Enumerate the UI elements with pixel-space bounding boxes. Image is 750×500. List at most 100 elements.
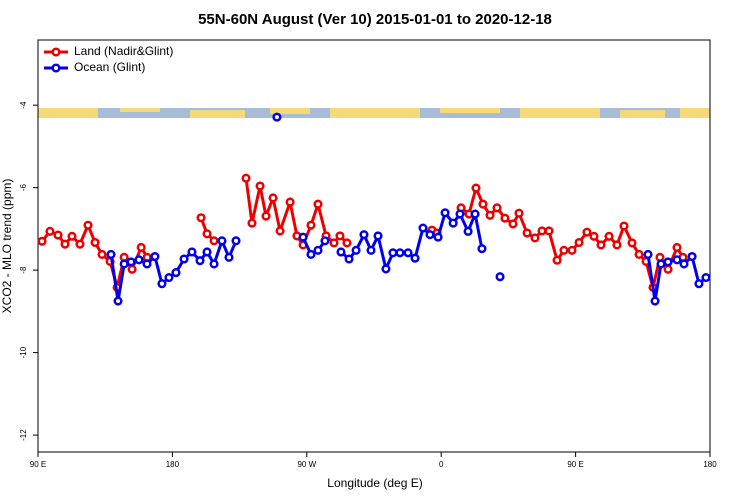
point <box>478 199 488 209</box>
point <box>298 232 308 242</box>
point <box>612 240 622 250</box>
point <box>320 236 330 246</box>
x-tick-label: 90 W <box>297 460 316 469</box>
point <box>306 220 316 230</box>
point <box>373 231 383 241</box>
point <box>285 197 295 207</box>
point <box>261 211 271 221</box>
point <box>604 231 614 241</box>
x-tick-label: 0 <box>439 460 444 469</box>
point <box>559 245 569 255</box>
point <box>425 230 435 240</box>
point <box>255 181 265 191</box>
point <box>119 259 129 269</box>
map-strip <box>38 108 710 118</box>
point <box>209 259 219 269</box>
point <box>53 230 63 240</box>
point <box>514 208 524 218</box>
y-tick-label: -4 <box>19 101 28 109</box>
legend-label: Land (Nadir&Glint) <box>74 44 173 58</box>
point <box>433 232 443 242</box>
point <box>403 248 413 258</box>
point <box>672 255 682 265</box>
point <box>495 272 505 282</box>
point <box>106 249 116 260</box>
point <box>470 209 480 219</box>
point <box>75 239 85 249</box>
x-tick-label: 90 E <box>30 460 46 469</box>
point <box>650 296 660 306</box>
point <box>90 237 100 248</box>
point <box>329 238 339 248</box>
point <box>672 242 682 252</box>
point <box>231 236 241 246</box>
point <box>313 199 323 209</box>
point <box>701 272 711 283</box>
point <box>344 254 354 264</box>
point <box>171 268 181 278</box>
point <box>477 244 487 254</box>
point <box>522 228 532 238</box>
point <box>440 208 450 218</box>
point <box>395 248 405 258</box>
point <box>448 218 458 228</box>
y-tick-label: -6 <box>19 184 28 192</box>
y-tick-label: -12 <box>19 429 28 441</box>
legend-marker <box>51 63 61 73</box>
point <box>500 213 510 223</box>
map-land <box>38 108 710 118</box>
point <box>217 236 227 246</box>
x-tick-label: 180 <box>703 460 717 469</box>
point <box>552 255 562 265</box>
point <box>656 259 666 269</box>
point <box>134 255 144 265</box>
plot-frame <box>37 39 711 453</box>
x-axis-label: Longitude (deg E) <box>327 476 422 490</box>
point <box>202 229 212 239</box>
point <box>60 239 70 249</box>
y-axis-label: XCO2 - MLO trend (ppm) <box>0 179 14 314</box>
point <box>508 219 518 229</box>
point <box>157 279 167 289</box>
point <box>455 209 465 219</box>
point <box>627 238 637 248</box>
point <box>589 231 599 241</box>
point <box>187 247 197 257</box>
chart-title: 55N-60N August (Ver 10) 2015-01-01 to 20… <box>198 11 552 28</box>
point <box>634 249 644 260</box>
point <box>127 264 137 274</box>
point <box>366 245 376 255</box>
point <box>83 220 93 230</box>
point <box>335 231 345 241</box>
point <box>596 240 606 250</box>
point <box>679 259 689 269</box>
y-tick-label: -8 <box>19 266 28 274</box>
legend-label: Ocean (Glint) <box>74 60 145 74</box>
point <box>224 252 234 262</box>
point <box>388 248 398 258</box>
point <box>544 226 554 236</box>
point <box>142 259 152 269</box>
point <box>247 218 257 228</box>
point <box>619 221 629 231</box>
point <box>241 173 251 183</box>
point <box>195 256 205 266</box>
point <box>342 238 352 248</box>
point <box>582 227 592 237</box>
point <box>202 247 212 257</box>
y-tick-label: -10 <box>19 346 28 358</box>
point <box>574 237 584 248</box>
point <box>410 253 420 263</box>
point <box>164 272 174 283</box>
point <box>209 236 219 246</box>
point <box>67 231 77 241</box>
point <box>113 296 123 306</box>
point <box>150 251 160 262</box>
point <box>359 230 369 240</box>
point <box>485 210 495 220</box>
point <box>530 233 540 243</box>
point <box>37 236 47 246</box>
x-tick-label: 180 <box>166 460 180 469</box>
point <box>567 245 577 255</box>
